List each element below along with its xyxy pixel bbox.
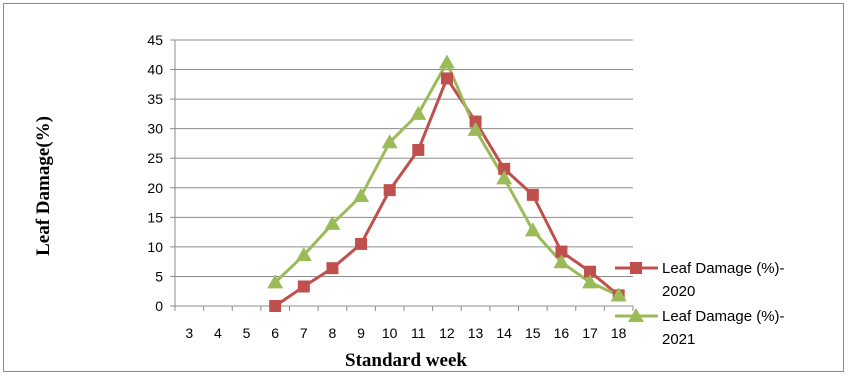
x-tick-label-13: 13 — [468, 325, 484, 341]
legend: Leaf Damage (%)- 2020 Leaf Damage (%)- 2021 — [615, 260, 785, 348]
series-line-2 — [274, 60, 620, 297]
legend-label-1-line-2: 2020 — [662, 283, 695, 300]
series-1-point-week-9 — [355, 237, 368, 250]
x-tick-label-17: 17 — [582, 325, 598, 341]
series-2-point-week-7 — [295, 247, 312, 262]
series-2-point-week-15 — [524, 222, 541, 237]
series-2-point-week-10 — [381, 134, 398, 149]
x-tick-label-16: 16 — [554, 325, 570, 341]
x-tick-label-3: 3 — [185, 325, 193, 341]
series-2-point-week-18 — [610, 287, 627, 302]
legend-label-2-line-2: 2021 — [662, 331, 695, 348]
x-tick-label-11: 11 — [411, 325, 426, 341]
legend-label-1-line-1: Leaf Damage (%)- — [662, 260, 785, 277]
y-tick-label-45: 45 — [147, 32, 163, 48]
y-tick-label-10: 10 — [147, 239, 163, 255]
x-tick-labels: 3 4 5 6 7 8 9 10 11 12 13 14 15 16 17 18 — [185, 325, 626, 341]
x-axis-title: Standard week — [345, 350, 467, 371]
y-tick-label-35: 35 — [147, 91, 163, 107]
series-1-point-week-11 — [412, 143, 425, 156]
series-2-point-week-12 — [438, 54, 455, 69]
x-tick-label-9: 9 — [357, 325, 365, 341]
series-1-point-week-7 — [297, 280, 310, 293]
series-2-point-week-17 — [582, 274, 599, 289]
series-2-point-week-14 — [496, 170, 513, 185]
x-tick-label-8: 8 — [329, 325, 337, 341]
series-1-point-week-15 — [526, 188, 539, 201]
series-1-point-week-6 — [269, 300, 282, 312]
y-tick-label-25: 25 — [147, 150, 163, 166]
series-1-point-week-12 — [440, 72, 453, 85]
series-1-point-week-16 — [555, 245, 568, 258]
series-2-point-week-9 — [353, 188, 370, 203]
y-axis-title: Leaf Damage(%) — [33, 116, 54, 256]
data-markers — [267, 54, 627, 312]
series-2-point-week-8 — [324, 215, 341, 230]
y-tick-labels: 0 5 10 15 20 25 30 35 40 45 — [147, 32, 163, 314]
x-tick-label-15: 15 — [525, 325, 541, 341]
legend-marker-2 — [628, 308, 644, 322]
y-tick-label-15: 15 — [147, 209, 163, 225]
x-tick-label-14: 14 — [496, 325, 512, 341]
series-1-point-week-8 — [326, 262, 339, 275]
gridlines — [175, 39, 633, 277]
x-tick-label-10: 10 — [382, 325, 398, 341]
series-2-point-week-6 — [267, 274, 284, 289]
legend-marker-1 — [630, 262, 642, 274]
x-tick-label-4: 4 — [214, 325, 222, 341]
x-tick-label-5: 5 — [243, 325, 251, 341]
x-tick-label-12: 12 — [439, 325, 455, 341]
series-2-point-week-13 — [467, 121, 484, 136]
x-tick-label-6: 6 — [271, 325, 279, 341]
y-tick-label-0: 0 — [155, 298, 163, 314]
y-tick-label-5: 5 — [155, 268, 163, 284]
series-1-point-week-17 — [584, 265, 597, 278]
y-tick-label-30: 30 — [147, 121, 163, 137]
series-2-point-week-16 — [553, 254, 570, 269]
x-tick-label-7: 7 — [300, 325, 308, 341]
x-tick-label-18: 18 — [611, 325, 627, 341]
series-2-point-week-11 — [410, 105, 427, 120]
y-tick-label-40: 40 — [147, 62, 163, 78]
axes — [170, 39, 634, 311]
y-tick-label-20: 20 — [147, 180, 163, 196]
series-1-point-week-13 — [469, 115, 482, 128]
series-1-point-week-10 — [383, 184, 396, 197]
series-1-point-week-14 — [498, 162, 511, 175]
legend-label-2-line-1: Leaf Damage (%)- — [662, 308, 785, 325]
